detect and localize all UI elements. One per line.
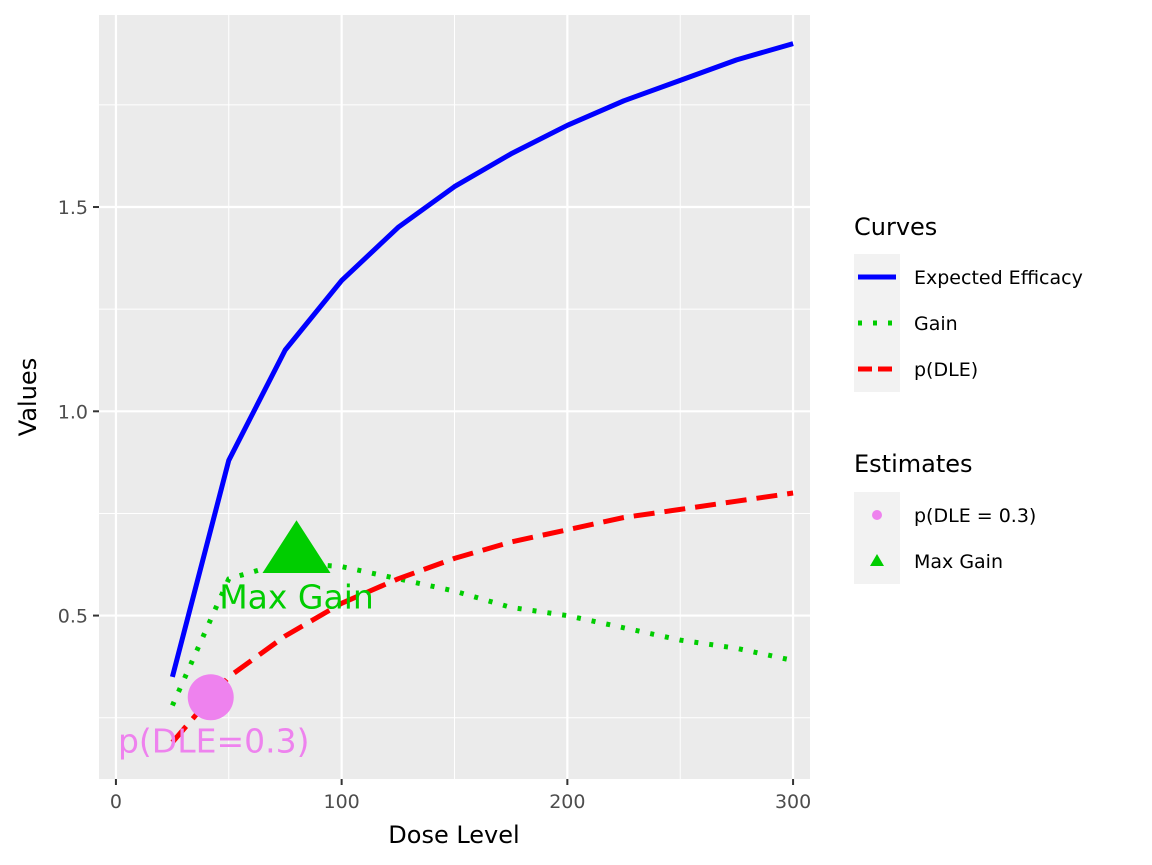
series-layer <box>169 41 794 744</box>
legend-curves: Curves Expected Efficacy Gain p(DLE) <box>854 213 1083 392</box>
y-axis-title: Values <box>14 358 42 436</box>
legend-swatch-circle <box>872 510 882 520</box>
legend-swatch-triangle <box>870 554 884 566</box>
legend-label: p(DLE = 0.3) <box>914 505 1036 527</box>
estimate-label-dle: p(DLE=0.3) <box>118 721 309 760</box>
legend-estimates: Estimates p(DLE = 0.3) Max Gain <box>854 450 1036 584</box>
estimate-marker-dle <box>187 674 234 721</box>
grid-major <box>99 15 810 779</box>
legend-label: Max Gain <box>914 551 1003 573</box>
legend-curves-title: Curves <box>854 213 937 241</box>
series-line-expected-efficacy <box>169 41 794 678</box>
x-tick-label: 100 <box>324 791 360 813</box>
legend-label: Expected Efficacy <box>914 267 1083 289</box>
legend-label: Gain <box>914 313 958 335</box>
y-tick-label: 1.5 <box>58 197 88 219</box>
x-axis: 0 100 200 300 <box>110 779 811 813</box>
series-line-p-dle <box>170 490 794 744</box>
x-tick-label: 300 <box>775 791 811 813</box>
y-tick-label: 0.5 <box>58 606 88 628</box>
estimate-marker-max-gain <box>262 520 331 573</box>
legend-estimates-title: Estimates <box>854 450 973 478</box>
x-tick-label: 0 <box>110 791 122 813</box>
y-tick-label: 1.0 <box>58 401 88 423</box>
y-axis: 0.5 1.0 1.5 <box>58 197 99 628</box>
x-tick-label: 200 <box>549 791 585 813</box>
estimate-layer: p(DLE=0.3) Max Gain <box>118 520 374 760</box>
x-axis-title: Dose Level <box>388 821 519 849</box>
estimate-label-max-gain: Max Gain <box>219 577 374 616</box>
legend-label: p(DLE) <box>914 359 978 381</box>
